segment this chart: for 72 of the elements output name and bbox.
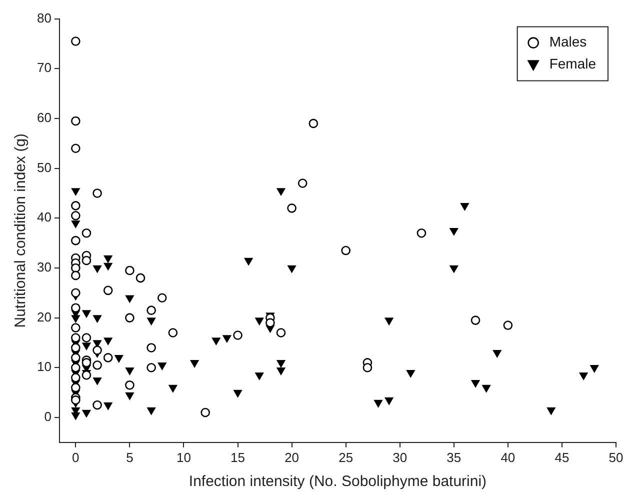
point xyxy=(92,400,102,410)
point xyxy=(71,323,80,332)
point xyxy=(92,360,102,370)
point xyxy=(287,204,296,213)
x-tick-label: 30 xyxy=(392,450,408,465)
legend-label: Female xyxy=(549,56,596,72)
point xyxy=(71,201,80,210)
x-tick-label: 35 xyxy=(446,450,462,465)
y-tick-label: 50 xyxy=(36,160,52,175)
x-tick-label: 25 xyxy=(338,450,354,465)
point xyxy=(71,343,80,352)
point xyxy=(266,318,275,328)
point xyxy=(103,353,113,362)
point xyxy=(125,380,134,390)
point xyxy=(416,228,426,238)
point xyxy=(136,273,146,283)
point xyxy=(82,358,92,368)
y-tick-label: 70 xyxy=(36,60,52,76)
point xyxy=(362,362,372,372)
x-axis-title: Infection intensity (No. Soboliphyme baturini) xyxy=(188,473,487,490)
point xyxy=(71,372,80,382)
point xyxy=(71,395,80,405)
point xyxy=(92,188,102,198)
point xyxy=(470,316,480,325)
point xyxy=(71,236,80,246)
y-axis-title: Nutritional condition index (g) xyxy=(12,133,30,328)
point xyxy=(125,266,134,276)
point xyxy=(125,313,134,322)
point xyxy=(308,118,318,128)
point xyxy=(71,303,80,312)
point xyxy=(233,330,242,340)
x-tick-label: 45 xyxy=(554,450,570,465)
point xyxy=(200,408,210,418)
point xyxy=(71,333,80,342)
y-tick-label: 40 xyxy=(36,210,52,225)
point xyxy=(146,306,156,315)
point xyxy=(146,343,156,352)
point xyxy=(71,144,80,154)
point xyxy=(82,256,92,266)
y-tick-label: 60 xyxy=(36,110,52,126)
legend-label: Males xyxy=(549,34,587,50)
point xyxy=(71,270,80,280)
point xyxy=(71,362,80,372)
y-tick-label: 10 xyxy=(36,359,52,374)
x-tick-label: 15 xyxy=(230,450,246,465)
x-tick-label: 5 xyxy=(126,450,134,465)
point xyxy=(92,346,102,355)
x-tick-label: 40 xyxy=(500,450,516,465)
point xyxy=(503,320,513,330)
point xyxy=(71,36,80,46)
x-tick-label: 10 xyxy=(176,450,191,465)
point xyxy=(341,246,350,256)
point xyxy=(71,263,80,273)
point xyxy=(103,286,113,296)
point xyxy=(71,382,80,392)
x-tick-label: 50 xyxy=(608,450,624,465)
x-tick-label: 0 xyxy=(72,450,80,465)
y-tick-label: 80 xyxy=(36,10,52,26)
y-tick-label: 20 xyxy=(36,309,52,324)
point xyxy=(71,288,80,298)
point xyxy=(168,328,178,338)
point xyxy=(276,328,286,338)
point xyxy=(157,293,167,303)
y-tick-label: 30 xyxy=(36,260,52,275)
point xyxy=(82,333,92,342)
y-tick-label: 0 xyxy=(44,409,52,424)
point xyxy=(71,211,80,220)
point xyxy=(82,228,92,238)
point xyxy=(146,362,156,372)
x-tick-label: 20 xyxy=(284,450,300,465)
point xyxy=(298,178,308,188)
point xyxy=(71,116,80,126)
